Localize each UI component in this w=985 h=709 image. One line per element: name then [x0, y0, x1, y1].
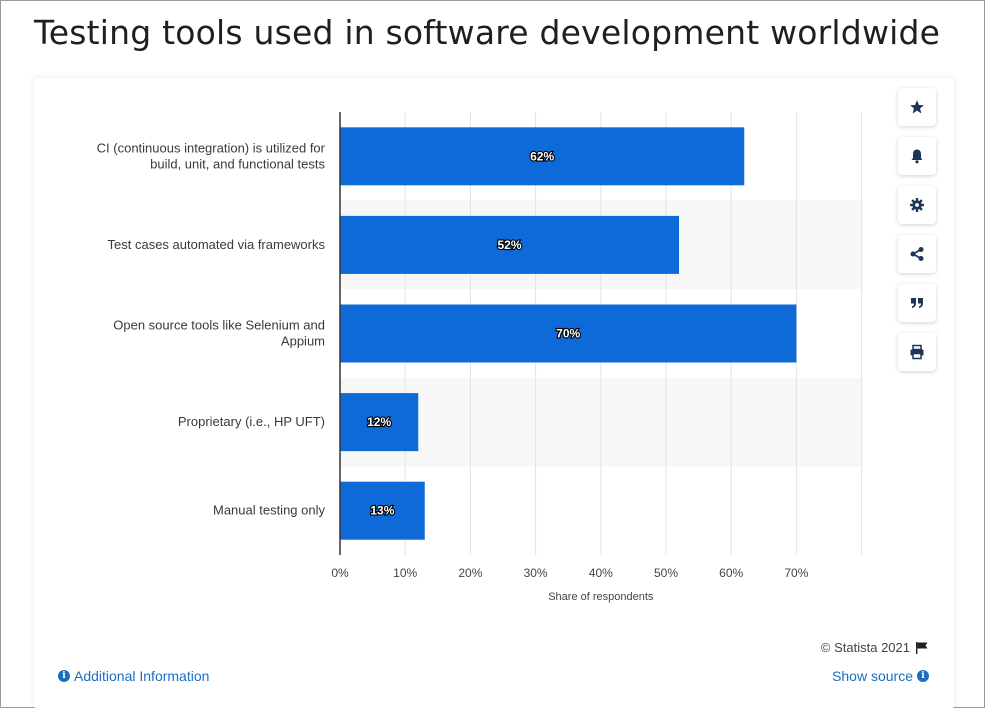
print-button[interactable]: [898, 333, 936, 371]
favorite-button[interactable]: [898, 88, 936, 126]
category-label: CI (continuous integration) is utilized …: [97, 140, 326, 155]
x-tick-label: 40%: [589, 566, 613, 580]
page-title: Testing tools used in software developme…: [34, 13, 941, 52]
bar[interactable]: [340, 304, 797, 363]
category-label: Test cases automated via frameworks: [108, 237, 326, 252]
quote-icon: [911, 298, 923, 308]
cite-button[interactable]: [898, 284, 936, 322]
category-label: Proprietary (i.e., HP UFT): [178, 414, 325, 429]
show-source-label: Show source: [832, 668, 913, 684]
x-tick-label: 60%: [719, 566, 743, 580]
x-tick-label: 30%: [524, 566, 548, 580]
copyright-text: © Statista 2021: [820, 640, 910, 655]
chart-toolbar: [898, 88, 938, 382]
bar[interactable]: [340, 127, 745, 186]
data-label: 52%: [498, 238, 522, 252]
show-source-link[interactable]: Show source i: [832, 668, 929, 684]
additional-information-link[interactable]: i Additional Information: [58, 668, 209, 684]
flag-icon: [916, 642, 928, 654]
data-label: 13%: [370, 504, 394, 518]
info-icon: i: [917, 670, 929, 682]
category-label: Open source tools like Selenium and: [113, 318, 325, 333]
star-icon: [910, 100, 924, 114]
x-tick-label: 20%: [458, 566, 482, 580]
copyright-notice: © Statista 2021: [821, 640, 929, 655]
x-tick-label: 10%: [393, 566, 417, 580]
share-button[interactable]: [898, 235, 936, 273]
category-label: Appium: [281, 334, 325, 349]
x-axis-title: Share of respondents: [548, 591, 654, 603]
settings-button[interactable]: [898, 186, 936, 224]
share-icon: [910, 247, 924, 261]
bar[interactable]: [340, 215, 680, 274]
bar[interactable]: [340, 481, 425, 540]
additional-information-label: Additional Information: [74, 668, 210, 684]
category-label: build, unit, and functional tests: [150, 156, 325, 171]
data-label: 12%: [367, 415, 391, 429]
data-label: 62%: [530, 149, 554, 163]
x-tick-label: 70%: [784, 566, 808, 580]
bar[interactable]: [340, 393, 419, 452]
notification-button[interactable]: [898, 137, 936, 175]
gear-icon: [910, 198, 924, 212]
x-tick-label: 0%: [331, 566, 349, 580]
bell-icon: [911, 149, 923, 164]
data-label: 70%: [556, 327, 580, 341]
category-label: Manual testing only: [213, 503, 326, 518]
x-tick-label: 50%: [654, 566, 678, 580]
info-icon: i: [58, 670, 70, 682]
print-icon: [910, 344, 924, 360]
